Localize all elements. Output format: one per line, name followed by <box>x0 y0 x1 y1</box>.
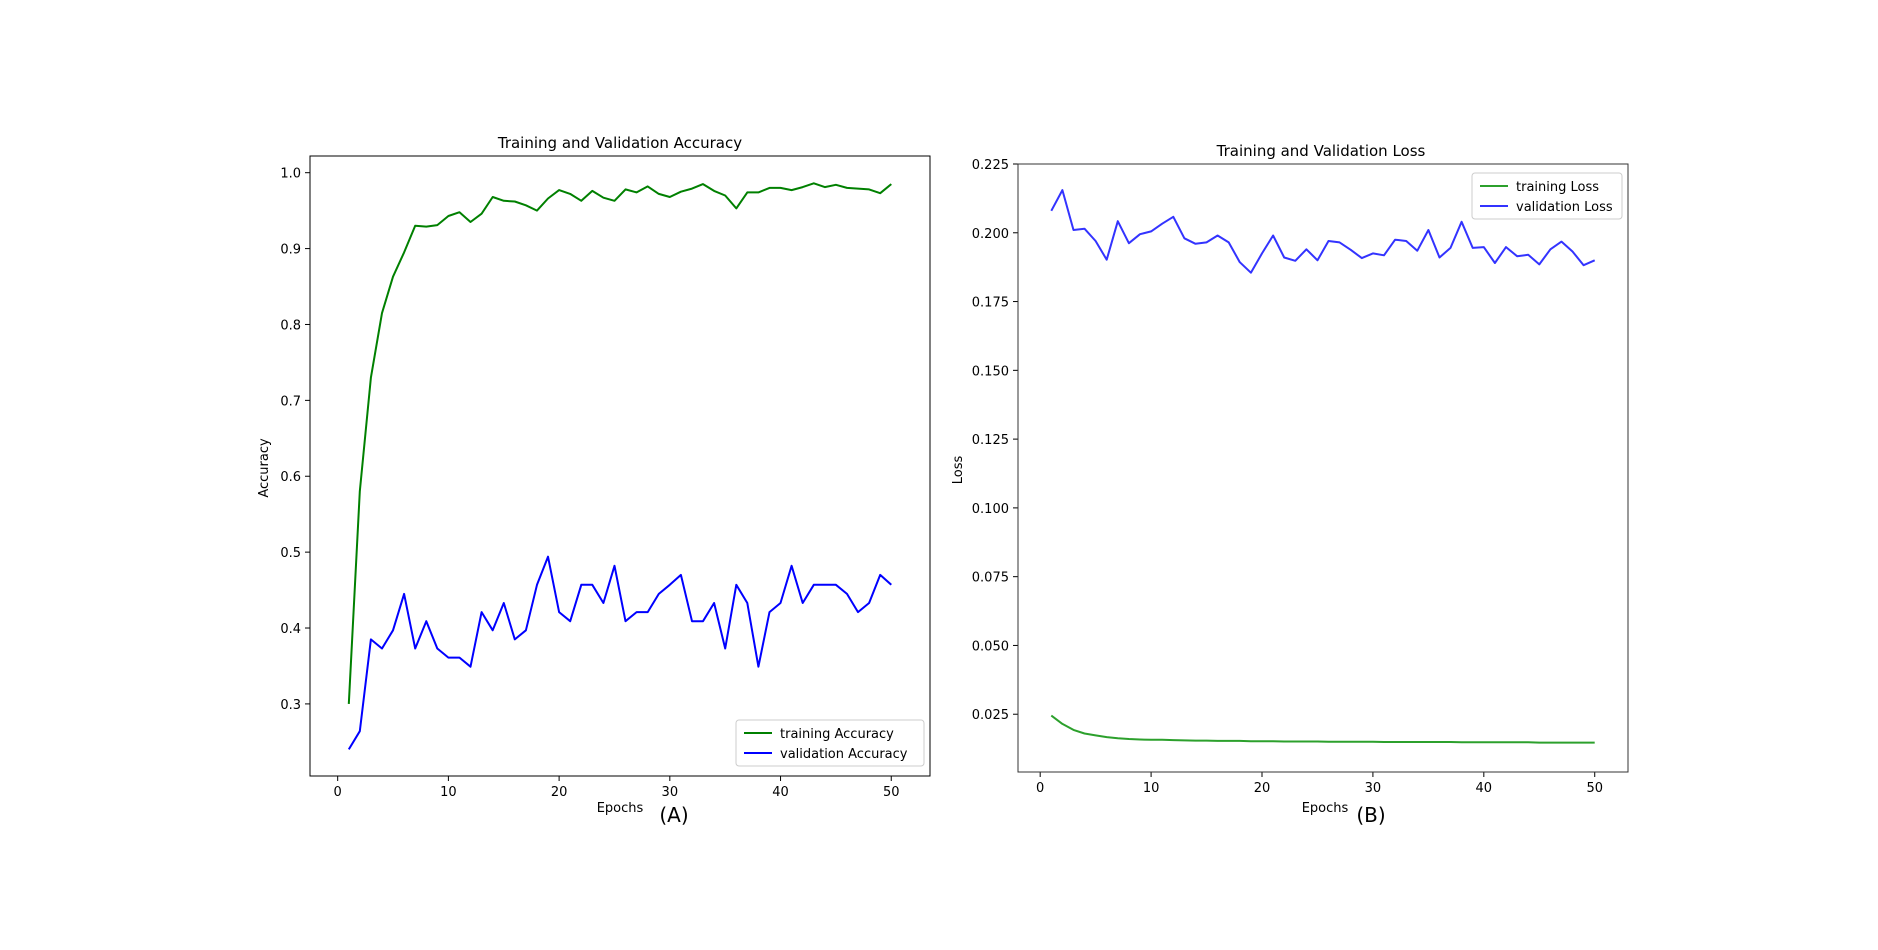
accuracy-chart: Training and Validation Accuracy Accurac… <box>257 134 931 827</box>
legend-box <box>735 719 925 767</box>
legend: training Loss validation Loss <box>1471 172 1623 220</box>
x-tick-label: 10 <box>1143 781 1160 796</box>
y-tick-label: 1.0 <box>280 167 301 182</box>
x-tick-label: 0 <box>1036 781 1044 796</box>
y-axis-label: Loss <box>951 456 966 485</box>
x-tick-label: 20 <box>551 785 568 800</box>
y-tick-label: 0.4 <box>280 622 301 637</box>
legend: training Accuracy validation Accuracy <box>735 719 925 767</box>
x-tick-label: 0 <box>334 785 342 800</box>
y-tick-label: 0.5 <box>280 546 301 561</box>
legend-label: training Loss <box>1516 180 1599 195</box>
y-tick-label: 0.6 <box>280 470 301 485</box>
x-tick-label: 40 <box>772 785 789 800</box>
legend-label: validation Accuracy <box>780 747 908 762</box>
legend-label: training Accuracy <box>780 727 894 742</box>
panel-label: (B) <box>1356 803 1385 827</box>
series-line-validation-loss <box>1050 189 1596 274</box>
legend-box <box>1471 172 1623 220</box>
y-tick-label: 0.200 <box>972 227 1009 242</box>
y-tick-label: 0.8 <box>280 318 301 333</box>
x-axis-label: Epochs <box>1302 801 1349 816</box>
chart-title: Training and Validation Accuracy <box>497 134 742 152</box>
y-tick-label: 0.125 <box>972 433 1009 448</box>
y-tick-label: 0.7 <box>280 394 301 409</box>
y-tick-label: 0.150 <box>972 364 1009 379</box>
y-tick-label: 0.9 <box>280 243 301 258</box>
y-tick-label: 0.075 <box>972 571 1009 586</box>
series-line-training-loss <box>1050 714 1595 744</box>
y-tick-label: 0.225 <box>972 158 1009 173</box>
x-tick-label: 30 <box>662 785 679 800</box>
axis-ticks: 0 10 20 30 40 50 0.025 0.050 0.075 0.100 0.125 0.15… <box>972 158 1603 796</box>
series-lines <box>1050 189 1596 744</box>
x-tick-label: 30 <box>1365 781 1382 796</box>
y-tick-label: 0.175 <box>972 296 1009 311</box>
x-tick-label: 10 <box>440 785 457 800</box>
series-line-validation-accuracy <box>347 555 892 750</box>
x-tick-label: 50 <box>883 785 900 800</box>
loss-chart: Training and Validation Loss Loss Epochs… <box>951 142 1629 827</box>
chart-title: Training and Validation Loss <box>1216 142 1426 160</box>
x-axis-label: Epochs <box>597 801 644 816</box>
y-tick-label: 0.050 <box>972 639 1009 654</box>
x-tick-label: 50 <box>1586 781 1603 796</box>
series-line-training-accuracy <box>347 182 892 704</box>
axis-ticks: 0 10 20 30 40 50 0.3 0.4 0.5 0.6 0.7 0.8 0.9 1.0 <box>280 167 899 800</box>
series-lines <box>347 182 892 750</box>
x-tick-label: 20 <box>1254 781 1271 796</box>
x-tick-label: 40 <box>1476 781 1493 796</box>
panel-label: (A) <box>659 803 688 827</box>
legend-label: validation Loss <box>1516 200 1613 215</box>
y-tick-label: 0.100 <box>972 502 1009 517</box>
plot-frame <box>1017 163 1629 773</box>
y-tick-label: 0.025 <box>972 708 1009 723</box>
plot-frame <box>309 155 931 777</box>
y-axis-label: Accuracy <box>257 438 272 498</box>
y-tick-label: 0.3 <box>280 698 301 713</box>
